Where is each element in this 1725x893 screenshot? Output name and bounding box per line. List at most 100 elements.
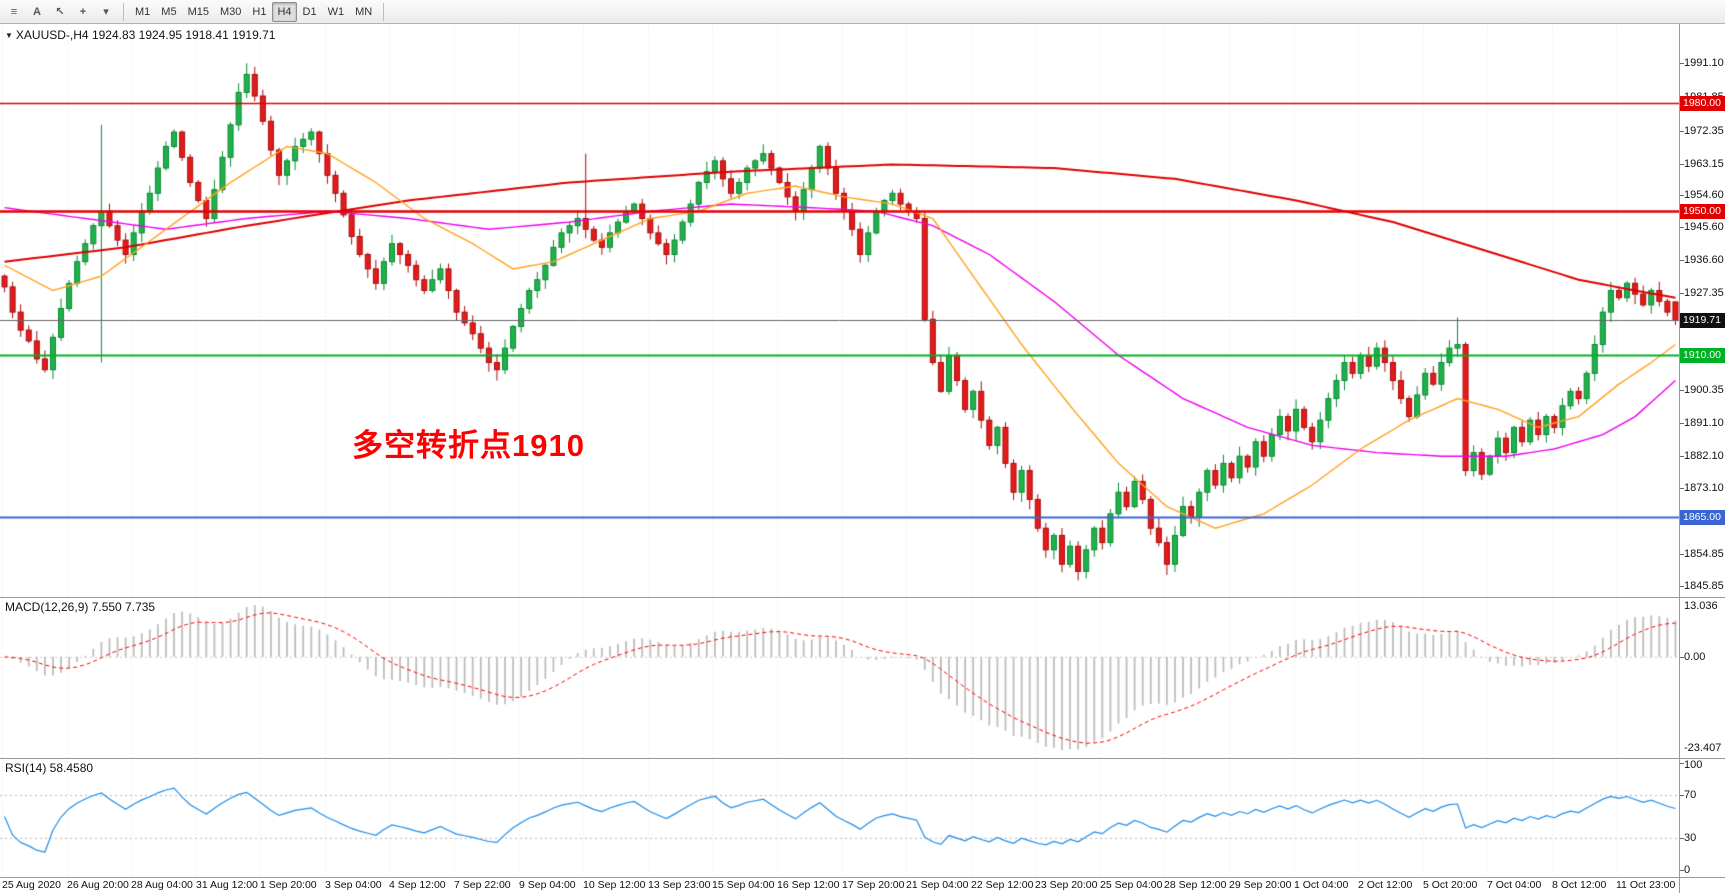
time-axis-label: 22 Sep 12:00 [971,879,1034,891]
toolbar-icon-group: ≡ A ↖ + ▾ [3,2,117,22]
time-axis-label: 15 Sep 04:00 [712,879,775,891]
timeframe-m30[interactable]: M30 [219,5,242,18]
axis-tick [1680,195,1684,196]
time-axis-label: 11 Oct 23:00 [1616,879,1676,891]
time-axis[interactable]: 25 Aug 2020 26 Aug 20:00 28 Aug 04:00 31 Au… [0,877,1679,893]
symbol-period-label: XAUUSD-,H4 [15,28,89,42]
price-axis-label: 1854.85 [1684,547,1724,560]
toolbar-separator [123,2,124,21]
timeframe-h4[interactable]: H4 [272,1,297,22]
time-axis-label: 25 Sep 04:00 [1100,879,1163,891]
axis-tick [1680,390,1684,391]
price-tag-1980.00[interactable]: 1980.00 [1680,96,1725,111]
text-annotation-icon[interactable]: A [33,5,41,18]
toolbar: ≡ A ↖ + ▾ M1 M5 M15 M30 H1 H4 D1 W1 MN [0,0,1725,24]
macd-label: MACD(12,26,9) 7.550 7.735 [5,600,156,614]
time-axis-label: 2 Oct 12:00 [1358,879,1413,891]
symbol-dropdown-icon[interactable]: ▼ [5,31,13,40]
time-axis-label: 5 Oct 20:00 [1423,879,1478,891]
chart-area: ▼ XAUUSD-,H4 1924.83 1924.95 1918.41 1919… [0,24,1725,893]
axis-tick [1680,795,1684,796]
axis-tick [1680,763,1684,764]
price-chart-panel: ▼ XAUUSD-,H4 1924.83 1924.95 1918.41 1919… [0,24,1679,597]
time-axis-label: 28 Aug 04:00 [131,879,193,891]
charts-list-icon[interactable]: ≡ [10,5,18,18]
axis-tick [1680,838,1684,839]
timeframe-w1[interactable]: W1 [327,5,345,18]
time-axis-label: 9 Sep 04:00 [519,879,576,891]
panel-divider[interactable] [0,597,1725,598]
time-axis-label: 1 Oct 04:00 [1294,879,1349,891]
time-axis-label: 26 Aug 20:00 [67,879,129,891]
price-axis-label: 1873.10 [1684,482,1724,495]
rsi-canvas[interactable] [0,758,1679,877]
axis-tick [1680,164,1684,165]
axis-tick [1680,63,1684,64]
price-axis-label: 1900.35 [1684,384,1724,397]
rsi-scale-label: 30 [1684,831,1697,844]
timeframe-mn[interactable]: MN [355,5,373,18]
price-axis-label: 1991.10 [1684,57,1724,70]
price-axis-label: 1882.10 [1684,449,1724,462]
axis-tick [1680,586,1684,587]
time-axis-label: 23 Sep 20:00 [1035,879,1098,891]
rsi-label: RSI(14) 58.4580 [5,761,94,775]
time-axis-label: 29 Sep 20:00 [1229,879,1292,891]
tools-dropdown-icon[interactable]: ▾ [103,6,109,18]
timeframe-m5[interactable]: M5 [161,5,177,18]
price-tag-1910.00[interactable]: 1910.00 [1680,348,1725,363]
price-chart-canvas[interactable] [0,24,1679,597]
rsi-scale-label: 0 [1684,864,1691,876]
axis-tick [1680,423,1684,424]
time-axis-label: 21 Sep 04:00 [906,879,969,891]
price-tag-1950.00[interactable]: 1950.00 [1680,204,1725,219]
symbol-info: ▼ XAUUSD-,H4 1924.83 1924.95 1918.41 1919… [5,28,275,42]
time-axis-label: 1 Sep 20:00 [260,879,317,891]
time-axis-label: 7 Oct 04:00 [1487,879,1542,891]
timeframe-d1[interactable]: D1 [302,5,317,18]
price-axis-label: 1927.35 [1684,286,1724,299]
axis-tick [1680,554,1684,555]
ohlc-values: 1924.83 1924.95 1918.41 1919.71 [91,28,276,42]
price-axis-label: 1936.60 [1684,253,1724,266]
price-tag-1919.71: 1919.71 [1680,313,1725,328]
time-axis-label: 25 Aug 2020 [2,879,61,891]
chart-annotation[interactable]: 多空转折点1910 [352,428,585,463]
axis-tick [1680,227,1684,228]
crosshair-tool-icon[interactable]: + [79,5,87,18]
rsi-scale-label: 100 [1684,759,1703,771]
axis-tick [1680,131,1684,132]
timeframe-m1[interactable]: M1 [135,5,151,18]
time-axis-label: 17 Sep 20:00 [842,879,905,891]
timeframe-group: M1 M5 M15 M30 H1 H4 D1 W1 MN [130,1,377,22]
price-tag-1865.00[interactable]: 1865.00 [1680,510,1725,525]
time-axis-label: 31 Aug 12:00 [196,879,258,891]
price-axis-label: 1845.85 [1684,580,1724,593]
macd-scale-label: -23.407 [1684,742,1722,754]
axis-tick [1680,488,1684,489]
macd-canvas[interactable] [0,597,1679,758]
axis-tick [1680,293,1684,294]
axis-tick [1680,456,1684,457]
axis-tick [1680,260,1684,261]
price-scale[interactable]: 1991.101981.851972.351963.151954.601945.… [1679,24,1725,893]
macd-scale-label: 0.00 [1684,650,1706,663]
price-axis-label: 1954.60 [1684,188,1724,201]
time-axis-label: 4 Sep 12:00 [389,879,446,891]
time-axis-label: 8 Oct 12:00 [1552,879,1607,891]
macd-panel: MACD(12,26,9) 7.550 7.735 [0,597,1679,758]
cursor-tool-icon[interactable]: ↖ [55,6,65,18]
panel-divider[interactable] [0,758,1725,759]
axis-tick [1680,870,1684,871]
price-axis-label: 1972.35 [1684,124,1724,137]
macd-scale-label: 13.036 [1684,600,1718,612]
time-axis-label: 28 Sep 12:00 [1164,879,1227,891]
toolbar-separator [383,2,385,21]
timeframe-h1[interactable]: H1 [252,5,267,18]
panel-divider[interactable] [0,877,1725,878]
axis-tick [1680,657,1684,658]
price-axis-label: 1891.10 [1684,417,1724,430]
rsi-scale-label: 70 [1684,789,1697,802]
price-axis-label: 1963.15 [1684,157,1724,170]
timeframe-m15[interactable]: M15 [187,5,209,18]
